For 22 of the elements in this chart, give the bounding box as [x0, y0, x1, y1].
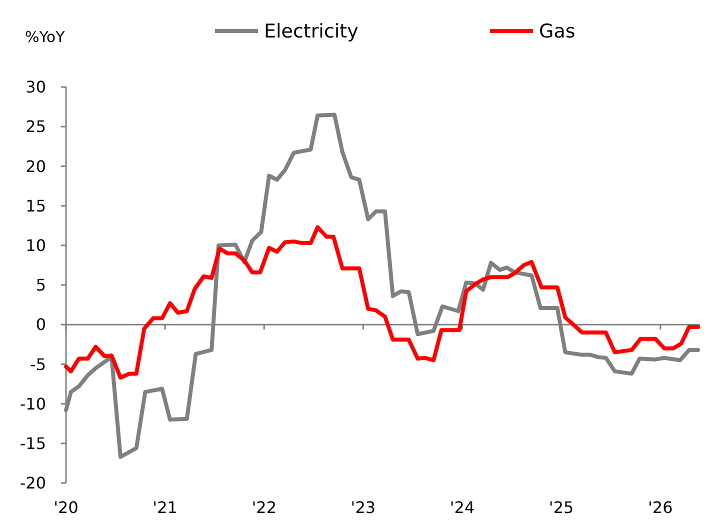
y-tick-label: -15: [20, 434, 46, 453]
x-tick-label: '25: [548, 498, 574, 517]
y-tick-label: 15: [26, 196, 46, 216]
y-tick-label: 20: [26, 156, 46, 176]
y-tick-label: -10: [20, 394, 46, 414]
legend-label: Electricity: [264, 20, 358, 43]
legend-label: Gas: [539, 20, 576, 43]
y-axis-title: %YoY: [25, 28, 66, 46]
y-tick-label: -20: [20, 474, 46, 493]
y-tick-label: -5: [30, 354, 46, 374]
x-tick-label: '26: [648, 498, 673, 517]
y-tick-label: 10: [26, 236, 46, 255]
y-tick-label: 5: [36, 276, 46, 295]
line-series: [64, 225, 700, 380]
y-tick-label: 25: [26, 117, 46, 136]
y-tick-label: 30: [26, 78, 46, 97]
x-tick-label: '22: [252, 498, 277, 517]
x-tick-label: '20: [54, 498, 78, 517]
x-tick-label: '24: [450, 498, 475, 517]
x-tick-label: '23: [350, 498, 376, 517]
y-tick-label: 0: [36, 315, 46, 334]
x-tick-label: '21: [152, 498, 178, 517]
